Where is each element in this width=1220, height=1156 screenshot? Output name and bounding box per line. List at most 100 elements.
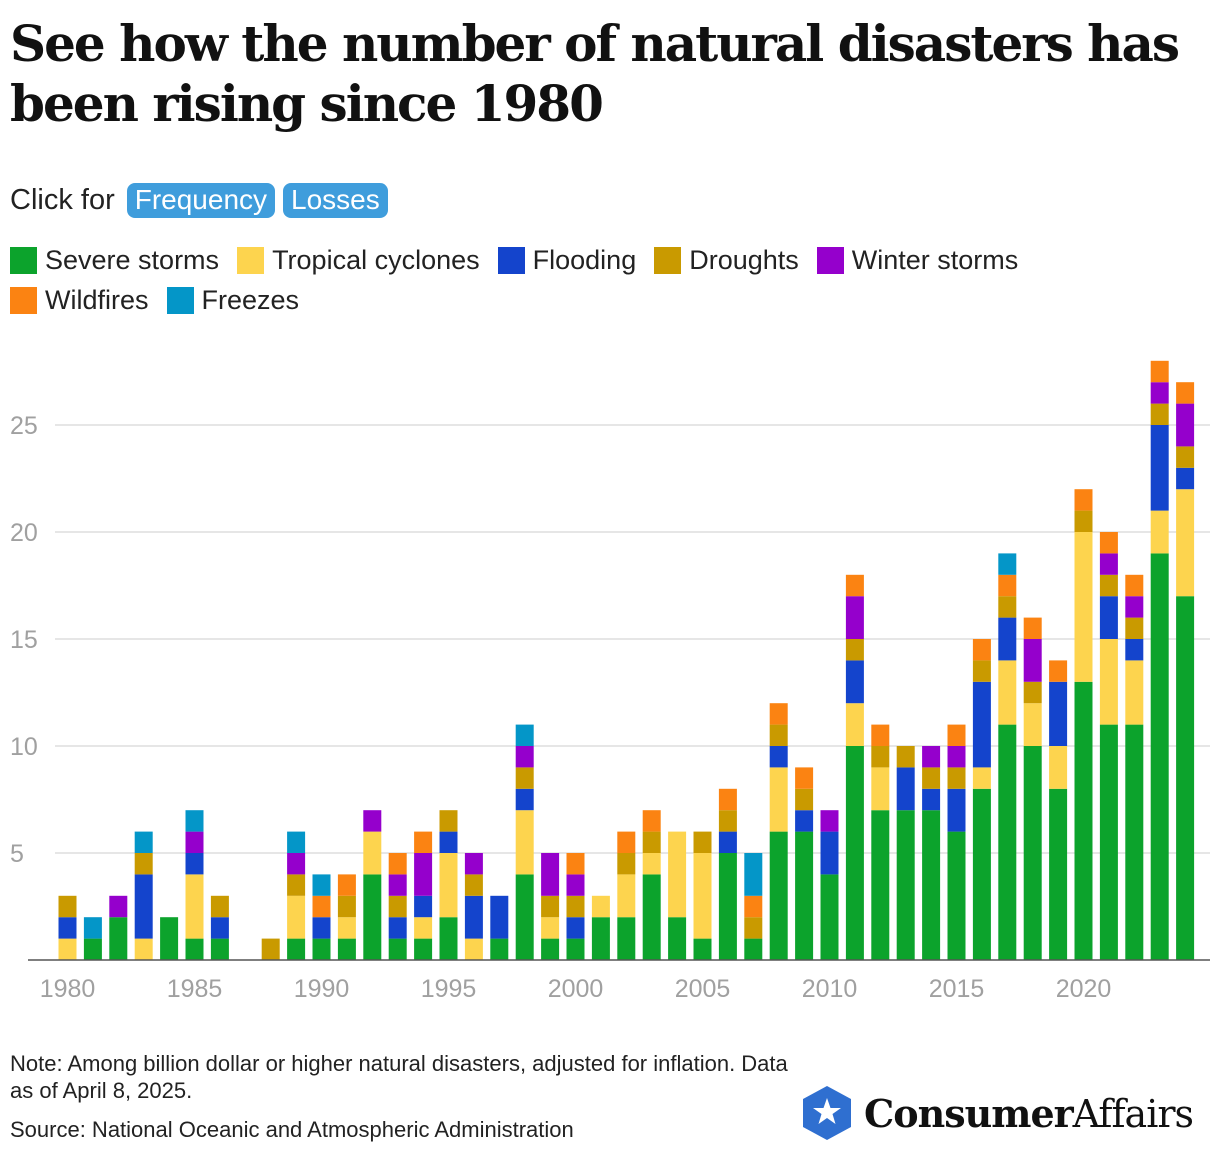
bar-segment-flooding (896, 767, 915, 811)
bar-segment-freezes (744, 853, 763, 896)
bar-segment-winter-storms (363, 810, 382, 832)
x-tick-label: 1985 (167, 975, 223, 1003)
bar-segment-droughts (1099, 574, 1118, 597)
legend-item-freezes[interactable]: Freezes (166, 285, 299, 316)
bar-segment-droughts (998, 596, 1017, 618)
bar-segment-flooding (566, 917, 585, 939)
bar-segment-droughts (58, 895, 77, 918)
x-tick-label: 2015 (929, 975, 985, 1003)
bar-segment-droughts (871, 746, 890, 768)
bar-segment-tropical-cyclones (871, 767, 890, 811)
bar-segment-severe-storms (185, 938, 204, 960)
bar-segment-tropical-cyclones (464, 938, 483, 960)
bar-segment-flooding (312, 917, 331, 939)
bar-segment-winter-storms (109, 895, 128, 918)
bar-segment-tropical-cyclones (1074, 532, 1093, 682)
bar-segment-droughts (1074, 510, 1093, 532)
x-tick-label: 2005 (675, 975, 731, 1003)
bar-segment-severe-storms (287, 938, 306, 960)
bar-segment-flooding (134, 874, 153, 939)
bar-segment-severe-storms (820, 874, 839, 960)
bar-segment-tropical-cyclones (998, 660, 1017, 725)
bar-segment-winter-storms (388, 874, 407, 896)
bar-segment-flooding (1099, 596, 1118, 639)
bar-segment-wildfires (617, 831, 636, 853)
bar-segment-severe-storms (896, 810, 915, 960)
bar-segment-winter-storms (464, 853, 483, 875)
legend-item-droughts[interactable]: Droughts (654, 245, 799, 276)
bar-segment-flooding (769, 746, 788, 768)
bar-segment-wildfires (566, 853, 585, 875)
bar-segment-flooding (718, 831, 737, 853)
legend-label: Flooding (532, 244, 637, 275)
bar-segment-tropical-cyclones (1023, 703, 1042, 746)
bar-segment-flooding (922, 788, 941, 811)
bar-segment-flooding (210, 917, 229, 939)
bar-segment-severe-storms (998, 724, 1017, 960)
bar-segment-severe-storms (871, 810, 890, 960)
bar-segment-droughts (464, 874, 483, 896)
bar-segment-wildfires (1176, 382, 1195, 404)
bar-segment-flooding (1150, 425, 1169, 511)
bar-segment-severe-storms (83, 938, 102, 960)
bar-segment-flooding (464, 895, 483, 939)
bar-segment-winter-storms (820, 810, 839, 832)
losses-button[interactable]: Losses (283, 182, 388, 218)
bar-segment-droughts (845, 639, 864, 661)
bar-segment-severe-storms (795, 831, 814, 960)
bar-segment-freezes (287, 831, 306, 853)
click-for-label: Click for (10, 183, 115, 216)
bar-segment-wildfires (845, 574, 864, 597)
bar-segment-severe-storms (1099, 724, 1118, 960)
bar-segment-winter-storms (947, 746, 966, 768)
legend-item-wildfires[interactable]: Wildfires (10, 285, 149, 316)
bar-segment-wildfires (947, 724, 966, 746)
bar-segment-wildfires (388, 853, 407, 875)
bar-segment-wildfires (769, 703, 788, 725)
bar-segment-tropical-cyclones (693, 853, 712, 939)
bar-segment-severe-storms (668, 917, 687, 960)
legend-row: Wildfires Freezes (10, 280, 1210, 320)
bar-segment-wildfires (414, 831, 433, 853)
bar-segment-flooding (820, 831, 839, 875)
bar-segment-severe-storms (972, 788, 991, 960)
bar-segment-droughts (541, 895, 560, 918)
bar-segment-severe-storms (769, 831, 788, 960)
legend-item-winter-storms[interactable]: Winter storms (816, 245, 1018, 276)
legend-item-flooding[interactable]: Flooding (497, 244, 637, 276)
bar-segment-wildfires (795, 767, 814, 789)
consumeraffairs-logo: ConsumerAffairs (800, 1084, 1194, 1142)
bar-segment-wildfires (337, 874, 356, 896)
bar-segment-tropical-cyclones (287, 895, 306, 939)
bar-segment-severe-storms (1049, 788, 1068, 960)
legend-swatch (497, 246, 525, 274)
bar-segment-severe-storms (439, 917, 458, 960)
bar-segment-droughts (515, 767, 534, 789)
bar-segment-freezes (83, 917, 102, 939)
bar-segment-tropical-cyclones (642, 853, 661, 875)
x-tick-label: 1995 (421, 975, 477, 1003)
bar-segment-tropical-cyclones (1049, 746, 1068, 789)
bar-segment-wildfires (998, 574, 1017, 597)
bar-segment-severe-storms (1074, 681, 1093, 960)
bar-segment-flooding (1176, 467, 1195, 490)
bar-segment-severe-storms (922, 810, 941, 960)
bar-segment-droughts (566, 895, 585, 918)
logo-text-regular: Affairs (1072, 1091, 1194, 1136)
bar-segment-tropical-cyclones (414, 917, 433, 939)
bar-segment-severe-storms (1176, 596, 1195, 960)
bar-segment-flooding (439, 831, 458, 853)
y-tick-label: 25 (10, 412, 38, 440)
bar-segment-wildfires (1099, 532, 1118, 554)
bar-segment-droughts (896, 746, 915, 768)
frequency-button[interactable]: Frequency (126, 182, 276, 218)
star-shield-icon (803, 1086, 851, 1140)
bar-segment-flooding (388, 917, 407, 939)
legend-item-severe-storms[interactable]: Severe storms (10, 245, 219, 276)
bar-segment-winter-storms (541, 853, 560, 896)
legend-item-tropical-cyclones[interactable]: Tropical cyclones (237, 245, 480, 276)
legend-swatch (654, 246, 682, 274)
legend-swatch (10, 246, 37, 274)
bar-segment-tropical-cyclones (185, 874, 204, 939)
bar-segment-tropical-cyclones (1176, 489, 1195, 597)
